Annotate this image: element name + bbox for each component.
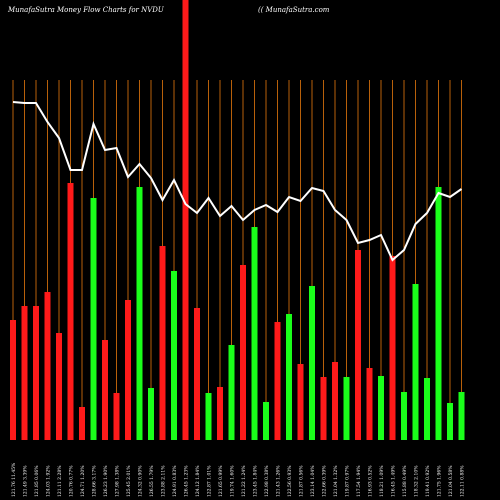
x-tick-label: 121.11 2.28% — [57, 465, 63, 497]
bar — [309, 286, 315, 440]
x-tick-label: 122.11 0.88% — [460, 465, 466, 497]
x-tick-label: 118.32 2.10% — [414, 465, 420, 497]
bar — [136, 187, 143, 440]
x-tick-label: 119.87 0.97% — [345, 465, 351, 497]
bar — [389, 256, 396, 440]
x-tick-label: 121.22 1.24% — [241, 465, 247, 497]
x-tick-label: 121.76 11.45% — [11, 462, 17, 497]
bar — [343, 377, 350, 440]
bar — [182, 0, 189, 440]
x-tick-label: 124.71 1.20% — [80, 465, 86, 497]
x-tick-label: 127.98 1.38% — [115, 465, 121, 497]
x-tick-label: 122.87 1.01% — [207, 465, 213, 497]
bar — [125, 300, 131, 440]
x-tick-label: 123.45 1.84% — [253, 465, 259, 497]
x-tick-label: 122.56 0.93% — [287, 465, 293, 497]
bar — [458, 392, 465, 440]
bar — [435, 187, 442, 440]
x-tick-label: 121.65 0.99% — [218, 465, 224, 497]
bar — [412, 284, 419, 440]
bar — [355, 250, 361, 440]
x-tick-label: 126.55 1.79% — [149, 465, 155, 497]
x-tick-label: 116.45 1.49% — [391, 465, 397, 497]
x-tick-label: 126.45 1.23% — [184, 465, 190, 497]
bar — [148, 388, 154, 440]
bar — [263, 402, 269, 440]
bar — [113, 393, 120, 440]
bar — [159, 246, 166, 440]
bar — [320, 377, 327, 440]
bar — [332, 362, 338, 440]
x-tick-label: 121.87 0.56% — [299, 465, 305, 497]
x-tick-label: 121.04 1.32% — [333, 465, 339, 497]
bar — [21, 306, 28, 440]
bar — [102, 340, 108, 440]
x-tick-label: 121.43 1.26% — [276, 465, 282, 497]
bar — [79, 407, 85, 440]
x-tick-label: 117.54 1.94% — [356, 465, 362, 497]
bar — [251, 227, 258, 440]
x-tick-label: 126.23 1.90% — [103, 465, 109, 497]
x-tick-label: 124.12 1.84% — [195, 465, 201, 497]
x-tick-label: 121.75 1.96% — [437, 465, 443, 497]
chart-title: MunafaSutra Money Flow Charts for NVDU — [7, 6, 165, 14]
x-tick-label: 120.76 0.77% — [69, 465, 75, 497]
bar — [33, 306, 39, 440]
bar — [67, 183, 74, 440]
bar — [274, 322, 281, 440]
bar — [90, 198, 97, 440]
x-tick-label: 115.88 0.49% — [402, 465, 408, 497]
x-tick-label: 119.74 1.60% — [230, 465, 236, 497]
x-tick-label: 122.98 0.38% — [264, 465, 270, 497]
x-tick-label: 123.14 1.04% — [310, 465, 316, 497]
x-tick-label: 116.93 0.52% — [368, 465, 374, 497]
bar — [44, 292, 51, 440]
bar — [10, 320, 16, 440]
bar — [297, 364, 304, 440]
bar — [217, 387, 223, 440]
bar — [228, 345, 235, 440]
x-tick-label: 124.91 0.83% — [172, 465, 178, 497]
price-line — [12, 101, 463, 262]
x-tick-label: 121.04 0.58% — [448, 465, 454, 497]
bar — [240, 265, 246, 440]
x-tick-label: 122.66 0.39% — [322, 465, 328, 497]
bar — [205, 393, 212, 440]
x-tick-label: 121.49 3.39% — [23, 465, 29, 497]
x-tick-label: 119.41 0.92% — [425, 465, 431, 497]
bar — [447, 403, 453, 440]
x-tick-label: 123.88 2.11% — [161, 465, 167, 497]
chart-subtitle: (( MunafaSutra.com — [258, 6, 330, 14]
bar — [378, 376, 384, 440]
bar — [401, 392, 407, 440]
x-tick-label: 124.32 0.90% — [138, 465, 144, 497]
bar — [424, 378, 430, 440]
x-tick-label: 121.85 0.06% — [34, 465, 40, 497]
x-tick-label: 124.03 1.92% — [46, 465, 52, 497]
bar — [56, 333, 62, 440]
x-tick-label: 125.45 2.01% — [126, 465, 132, 497]
bar — [171, 271, 177, 440]
x-tick-label: 128.66 3.17% — [92, 465, 98, 497]
x-tick-label: 118.21 1.09% — [379, 465, 385, 497]
bar — [366, 368, 373, 440]
bar — [286, 314, 292, 440]
bar — [194, 308, 200, 440]
